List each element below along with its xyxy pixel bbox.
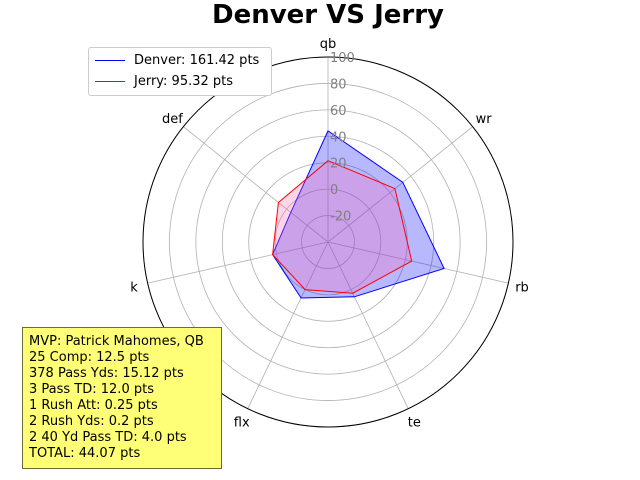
tick-label: 80 xyxy=(330,77,347,92)
axis-label-k: k xyxy=(130,280,138,295)
mvp-line: 25 Comp: 12.5 pts xyxy=(29,350,150,365)
axis-label-rb: rb xyxy=(515,280,529,295)
legend: Denver: 161.42 pts Jerry: 95.32 pts xyxy=(88,47,272,96)
radar-grid xyxy=(142,56,514,428)
mvp-line: TOTAL: 44.07 pts xyxy=(29,446,141,461)
axis-label-wr: wr xyxy=(476,112,493,127)
tick-label: 40 xyxy=(330,130,347,145)
tick-label: 60 xyxy=(330,104,347,119)
grid-spoke xyxy=(327,126,473,243)
series-polygon-jerry xyxy=(272,160,413,294)
axis-label-def: def xyxy=(162,112,183,127)
grid-spoke xyxy=(247,241,329,409)
legend-label-denver: Denver: 161.42 pts xyxy=(134,52,260,68)
grid-spoke xyxy=(327,241,409,409)
legend-item-denver: Denver: 161.42 pts xyxy=(89,51,259,69)
axis-label-flx: flx xyxy=(234,415,250,430)
mvp-line: 2 Rush Yds: 0.2 pts xyxy=(29,414,154,429)
outer-frame xyxy=(142,56,514,428)
mvp-line: MVP: Patrick Mahomes, QB xyxy=(29,334,204,349)
mvp-line: 3 Pass TD: 12.0 pts xyxy=(29,382,154,397)
radar-series xyxy=(272,130,445,299)
legend-line-denver xyxy=(95,59,125,61)
axis-labels: qb wr rb te flx k def xyxy=(130,37,529,430)
mvp-line: 378 Pass Yds: 15.12 pts xyxy=(29,366,184,381)
radial-tick-labels: -20 0 20 40 60 80 100 xyxy=(330,51,355,225)
mvp-line: 2 40 Yd Pass TD: 4.0 pts xyxy=(29,430,187,445)
tick-label: -20 xyxy=(330,210,351,225)
tick-label: 0 xyxy=(330,183,338,198)
chart-title: Denver VS Jerry xyxy=(212,0,444,30)
legend-label-jerry: Jerry: 95.32 pts xyxy=(134,73,234,89)
grid-spoke xyxy=(183,126,329,243)
axis-label-te: te xyxy=(408,415,421,430)
mvp-summary-box: MVP: Patrick Mahomes, QB 25 Comp: 12.5 p… xyxy=(22,327,222,469)
axis-label-qb: qb xyxy=(320,37,337,52)
series-polygon-denver xyxy=(272,130,445,299)
legend-item-jerry: Jerry: 95.32 pts xyxy=(89,72,233,90)
grid-spoke xyxy=(327,241,509,284)
tick-label: 20 xyxy=(330,157,347,172)
grid-spoke xyxy=(147,241,329,284)
tick-label: 100 xyxy=(330,51,355,66)
mvp-line: 1 Rush Att: 0.25 pts xyxy=(29,398,158,413)
legend-line-jerry xyxy=(95,80,125,82)
